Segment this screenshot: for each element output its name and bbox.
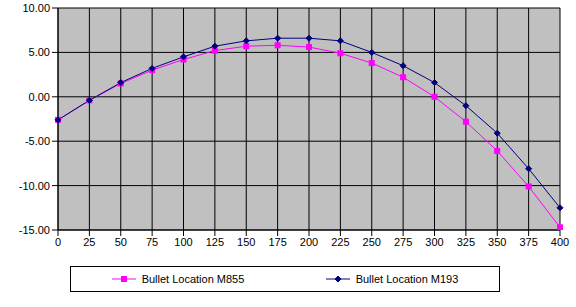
- svg-text:-5.00: -5.00: [25, 135, 50, 147]
- svg-text:0: 0: [55, 236, 61, 248]
- svg-text:100: 100: [174, 236, 192, 248]
- svg-text:-15.00: -15.00: [19, 224, 50, 236]
- svg-text:300: 300: [425, 236, 443, 248]
- svg-text:375: 375: [519, 236, 537, 248]
- svg-text:400: 400: [551, 236, 568, 248]
- svg-text:-10.00: -10.00: [19, 180, 50, 192]
- svg-text:5.00: 5.00: [29, 46, 50, 58]
- svg-text:275: 275: [394, 236, 412, 248]
- svg-text:250: 250: [363, 236, 381, 248]
- svg-text:125: 125: [206, 236, 224, 248]
- html-text:Bullet Location M193: Bullet Location M193: [355, 273, 459, 285]
- svg-text:325: 325: [457, 236, 475, 248]
- svg-text:10.00: 10.00: [22, 2, 50, 14]
- html-text:Bullet Location M855: Bullet Location M855: [141, 273, 245, 285]
- svg-text:25: 25: [83, 236, 95, 248]
- svg-text:75: 75: [146, 236, 158, 248]
- svg-text:225: 225: [331, 236, 349, 248]
- svg-text:0.00: 0.00: [29, 91, 50, 103]
- svg-text:150: 150: [237, 236, 255, 248]
- svg-text:350: 350: [488, 236, 506, 248]
- svg-text:175: 175: [268, 236, 286, 248]
- svg-text:200: 200: [300, 236, 318, 248]
- svg-text:50: 50: [115, 236, 127, 248]
